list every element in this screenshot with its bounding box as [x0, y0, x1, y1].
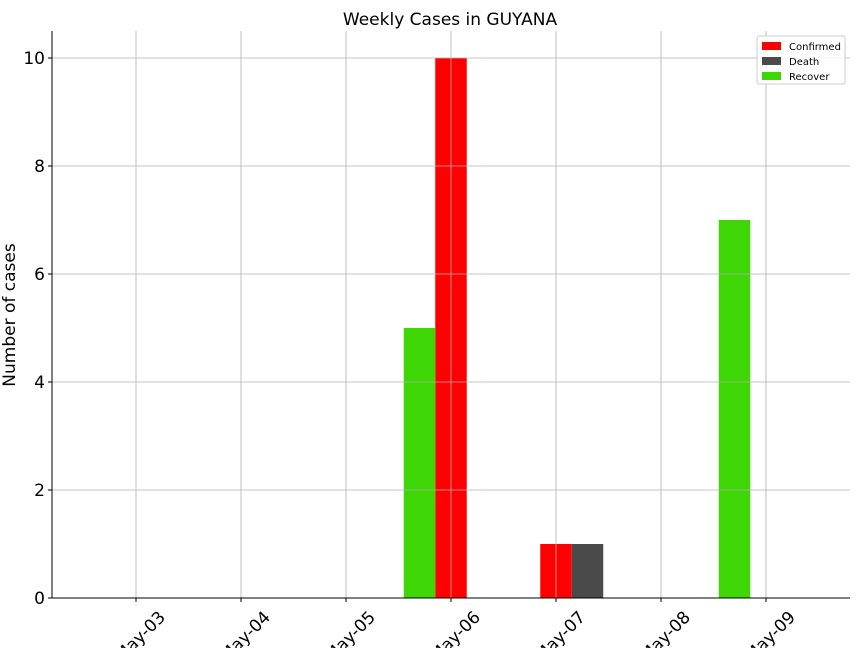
- x-tick-label: May-03: [111, 608, 169, 648]
- bars: [403, 58, 751, 598]
- x-tick-label: May-04: [216, 608, 274, 648]
- legend-label-recover: Recover: [789, 72, 830, 83]
- legend-swatch-confirmed: [762, 42, 781, 50]
- x-tick-label: May-06: [426, 608, 484, 648]
- legend-swatch-death: [762, 57, 781, 65]
- chart-title: Weekly Cases in GUYANA: [343, 10, 558, 30]
- y-axis-label: Number of cases: [0, 243, 20, 387]
- legend-label-confirmed: Confirmed: [789, 42, 841, 53]
- y-tick-label: 0: [34, 589, 45, 609]
- bar-death-may-07: [571, 544, 604, 598]
- y-tick-label: 2: [34, 481, 45, 501]
- bar-recover-may-06: [403, 328, 436, 598]
- y-tick-label: 6: [34, 265, 45, 285]
- y-tick-label: 8: [34, 157, 45, 177]
- y-tick-label: 10: [23, 49, 45, 69]
- legend-swatch-recover: [762, 72, 781, 80]
- x-tick-label: May-05: [321, 608, 379, 648]
- x-tick-label: May-07: [531, 608, 589, 648]
- bar-recover-may-09: [718, 220, 751, 598]
- legend-label-death: Death: [789, 57, 819, 68]
- y-tick-label: 4: [34, 373, 45, 393]
- axes: 0 2 4 6 8 10 May-03 May-04 May-05 May-06 May-07 May…: [23, 31, 850, 648]
- x-tick-label: May-09: [741, 608, 799, 648]
- legend: Confirmed Death Recover: [756, 35, 846, 85]
- x-tick-label: May-08: [636, 608, 694, 648]
